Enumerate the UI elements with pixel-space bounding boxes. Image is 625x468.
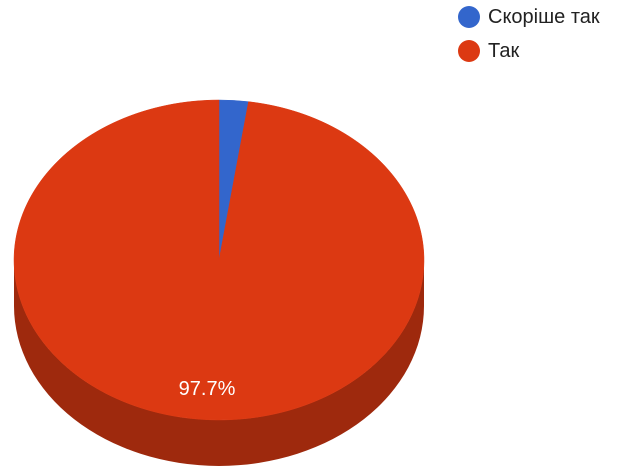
pie-data-label-1: 97.7% <box>179 378 236 400</box>
legend-label: Так <box>488 39 520 62</box>
legend-item-tak[interactable]: Так <box>458 40 600 62</box>
legend-swatch-blue <box>458 6 480 28</box>
chart-legend: Скоріше так Так <box>458 6 600 62</box>
pie-side-1 <box>14 260 424 466</box>
legend-item-skorishe-tak[interactable]: Скоріше так <box>458 6 600 28</box>
pie-slice-1[interactable] <box>13 99 425 421</box>
legend-label: Скоріше так <box>488 5 600 28</box>
legend-swatch-red <box>458 40 480 62</box>
